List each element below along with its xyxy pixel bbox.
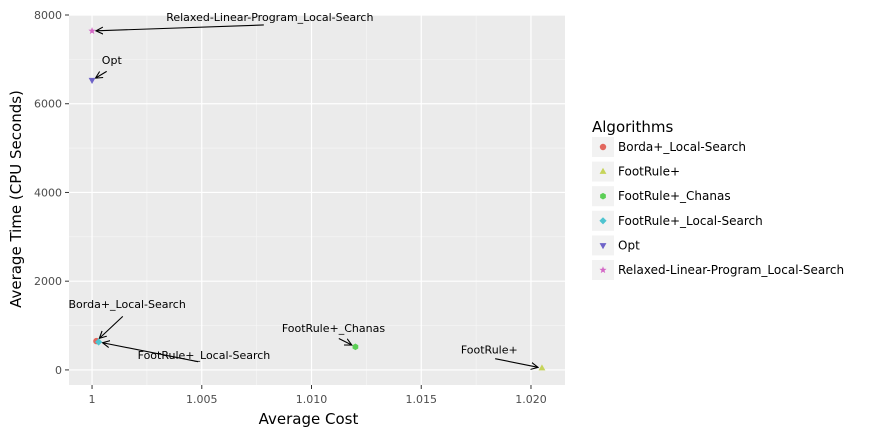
legend-label: FootRule+_Local-Search: [618, 214, 763, 228]
legend-title: Algorithms: [592, 118, 673, 136]
data-point: [95, 338, 103, 346]
legend-label: Opt: [618, 238, 640, 252]
x-tick-label: 1: [89, 393, 96, 406]
legend-marker: [599, 143, 607, 151]
annotation-arrow: [495, 358, 538, 368]
data-point: [352, 343, 359, 351]
annotations: Relaxed-Linear-Program_Local-Search Opt Bo…: [68, 11, 538, 368]
data-point: [538, 364, 546, 371]
plot-panel: [69, 15, 565, 385]
y-tick-label: 6000: [34, 98, 62, 111]
annotation-label: FootRule+_Local-Search: [138, 349, 271, 362]
x-tick-label: 1.020: [515, 393, 547, 406]
legend: Algorithms Borda+_Local-Search FootRule+ F…: [592, 118, 844, 280]
y-tick-label: 0: [55, 364, 62, 377]
y-axis: 0 2000 4000 6000 8000: [34, 9, 69, 377]
legend-marker: [599, 167, 607, 174]
annotation-label: FootRule+_Chanas: [282, 322, 385, 335]
y-tick-label: 8000: [34, 9, 62, 22]
legend-marker: [599, 266, 607, 274]
legend-label: FootRule+: [618, 165, 680, 179]
minor-gridlines: [69, 15, 565, 385]
annotation-label: Opt: [102, 54, 123, 67]
legend-label: FootRule+_Chanas: [618, 189, 731, 203]
y-tick-label: 2000: [34, 275, 62, 288]
x-axis-title: Average Cost: [259, 410, 359, 428]
legend-marker: [599, 243, 607, 250]
y-axis-title: Average Time (CPU Seconds): [7, 90, 25, 308]
data-point: [88, 77, 96, 85]
data-points: [88, 27, 546, 371]
annotation-label: FootRule+: [461, 343, 518, 356]
annotation-arrow: [99, 315, 124, 338]
x-tick-label: 1.010: [296, 393, 328, 406]
data-point: [88, 27, 96, 35]
legend-label: Relaxed-Linear-Program_Local-Search: [618, 263, 844, 277]
annotation-label: Relaxed-Linear-Program_Local-Search: [166, 11, 373, 24]
legend-marker: [600, 192, 606, 200]
legend-marker: [599, 217, 607, 225]
x-tick-label: 1.005: [186, 393, 218, 406]
legend-label: Borda+_Local-Search: [618, 140, 746, 154]
major-gridlines: [69, 14, 565, 385]
annotation-arrow: [96, 24, 264, 31]
annotation-arrow: [338, 337, 352, 345]
annotation-label: Borda+_Local-Search: [68, 298, 185, 311]
x-tick-label: 1.015: [405, 393, 437, 406]
x-axis: 1 1.005 1.010 1.015 1.020: [89, 385, 547, 406]
annotation-arrow: [95, 70, 107, 78]
annotation-arrow: [103, 343, 199, 363]
y-tick-label: 4000: [34, 186, 62, 199]
